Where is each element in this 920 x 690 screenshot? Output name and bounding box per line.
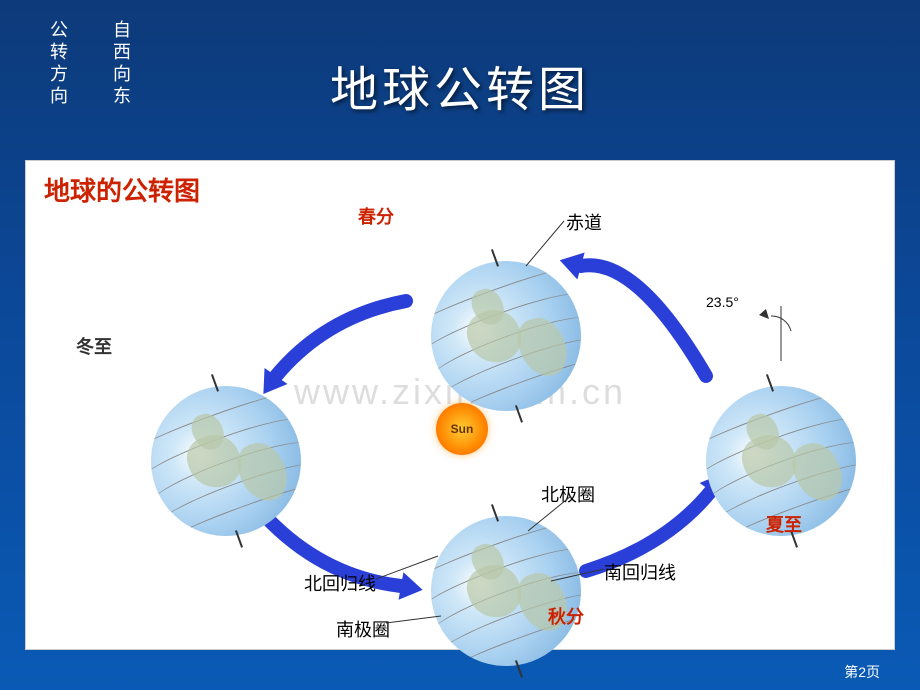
slide-title: 地球公转图 bbox=[330, 50, 590, 120]
label-tropic-s: 南回归线 bbox=[604, 559, 676, 585]
globe bbox=[431, 261, 581, 411]
globe bbox=[431, 516, 581, 666]
globe bbox=[151, 386, 301, 536]
season-spring: 春分 bbox=[358, 203, 394, 229]
season-summer: 夏至 bbox=[766, 511, 802, 537]
side-text-west-east: 自西向东 bbox=[108, 20, 134, 108]
label-antarctic: 南极圈 bbox=[336, 616, 390, 642]
page-number: 第2页 bbox=[844, 662, 880, 682]
label-equator: 赤道 bbox=[566, 209, 602, 235]
label-arctic: 北极圈 bbox=[541, 481, 595, 507]
season-autumn: 秋分 bbox=[548, 603, 584, 629]
side-text-direction: 公转方向 bbox=[45, 20, 71, 108]
sun-label: Sun bbox=[451, 422, 474, 436]
season-winter: 冬至 bbox=[76, 333, 112, 359]
diagram-panel: 地球的公转图 www.zixin.com.cn Sun 春分 秋分 夏至 冬至 … bbox=[25, 160, 895, 650]
label-tropic-n: 北回归线 bbox=[304, 570, 376, 596]
tilt-angle-label: 23.5° bbox=[706, 294, 739, 310]
